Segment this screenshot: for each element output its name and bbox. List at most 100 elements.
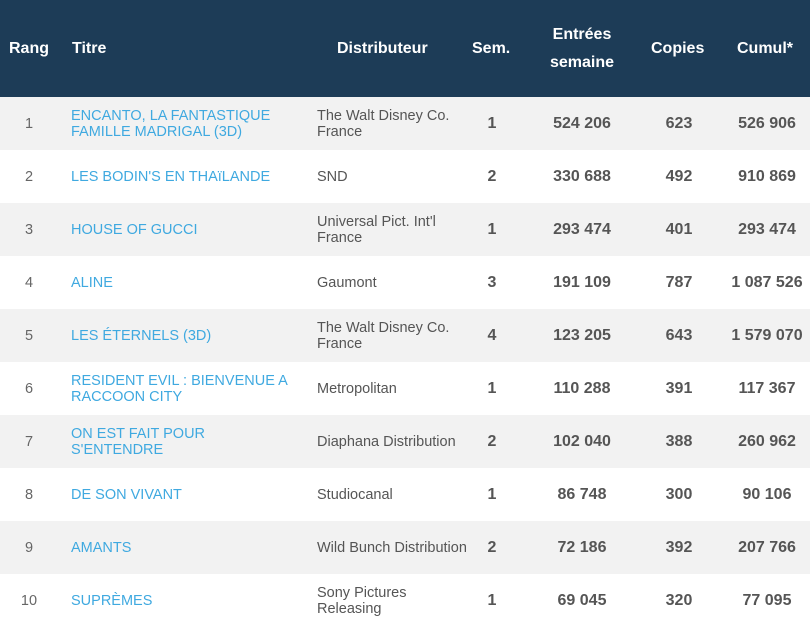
copies-cell: 643 [665, 326, 693, 344]
copies-cell: 401 [665, 220, 693, 238]
titre-text[interactable]: AMANTS [71, 539, 132, 556]
table-row: 5 LES ÉTERNELS (3D) The Walt Disney Co. … [0, 309, 810, 362]
cumul-cell: 260 962 [738, 432, 796, 450]
table-row: 8 DE SON VIVANT Studiocanal 1 86 748 300… [0, 468, 810, 521]
cumul-cell: 207 766 [738, 538, 796, 556]
rang-cell: 9 [24, 539, 34, 556]
titre-text[interactable]: SUPRÈMES [71, 592, 153, 609]
sem-cell: 3 [487, 273, 497, 291]
cumul-cell: 77 095 [742, 591, 792, 609]
sem-cell: 2 [487, 167, 497, 185]
titre-text[interactable]: LES ÉTERNELS (3D) [71, 327, 212, 344]
sem-cell: 1 [487, 379, 497, 397]
cumul-cell: 117 367 [738, 379, 796, 397]
titre-link[interactable]: HOUSE OF GUCCI [71, 203, 301, 256]
copies-cell: 623 [665, 114, 693, 132]
cumul-cell: 526 906 [738, 114, 796, 132]
sem-cell: 4 [487, 326, 497, 344]
distributeur-cell: Wild Bunch Distribution [317, 539, 467, 556]
copies-cell: 392 [665, 538, 693, 556]
table-row: 4 ALINE Gaumont 3 191 109 787 1 087 526 [0, 256, 810, 309]
copies-cell: 787 [665, 273, 693, 291]
copies-cell: 300 [665, 485, 693, 503]
table-row: 7 ON EST FAIT POUR S'ENTENDRE Diaphana D… [0, 415, 810, 468]
rang-cell: 4 [24, 274, 34, 291]
header-distributeur: Distributeur [337, 39, 428, 57]
entrees-cell: 293 474 [553, 220, 611, 238]
entrees-cell: 86 748 [557, 485, 607, 503]
cumul-cell: 910 869 [738, 167, 796, 185]
entrees-cell: 102 040 [553, 432, 611, 450]
sem-cell: 1 [487, 591, 497, 609]
distributeur-cell: Universal Pict. Int'l France [317, 213, 436, 246]
table-row: 3 HOUSE OF GUCCI Universal Pict. Int'l F… [0, 203, 810, 256]
rang-cell: 5 [24, 327, 34, 344]
header-copies: Copies [651, 39, 705, 57]
distributeur-cell: Sony Pictures Releasing [317, 584, 407, 617]
rang-cell: 7 [24, 433, 34, 450]
entrees-cell: 69 045 [557, 591, 607, 609]
header-entrees: Entrées semaine [549, 25, 615, 71]
table-row: 10 SUPRÈMES Sony Pictures Releasing 1 69… [0, 574, 810, 627]
copies-cell: 320 [665, 591, 693, 609]
distributeur-cell: Studiocanal [317, 486, 393, 503]
titre-text[interactable]: ON EST FAIT POUR S'ENTENDRE [71, 425, 206, 458]
titre-text[interactable]: ALINE [71, 274, 113, 291]
copies-cell: 492 [665, 167, 693, 185]
rang-cell: 1 [24, 115, 34, 132]
titre-link[interactable]: ALINE [71, 256, 301, 309]
table-header: Rang Titre Distributeur Sem. Entrées sem… [0, 0, 810, 97]
titre-text[interactable]: LES BODIN'S EN THAïLANDE [71, 168, 271, 185]
copies-cell: 391 [665, 379, 693, 397]
titre-text[interactable]: ENCANTO, LA FANTASTIQUE FAMILLE MADRIGAL… [71, 107, 271, 140]
sem-cell: 2 [487, 538, 497, 556]
rang-cell: 6 [24, 380, 34, 397]
header-sem: Sem. [472, 39, 511, 57]
titre-text[interactable]: DE SON VIVANT [71, 486, 182, 503]
rang-cell: 10 [20, 592, 38, 609]
distributeur-cell: The Walt Disney Co. France [317, 319, 450, 352]
header-rang: Rang [9, 39, 49, 57]
entrees-cell: 110 288 [553, 379, 611, 397]
entrees-cell: 330 688 [553, 167, 611, 185]
sem-cell: 1 [487, 220, 497, 238]
header-titre: Titre [72, 39, 107, 57]
titre-link[interactable]: DE SON VIVANT [71, 468, 301, 521]
table-row: 1 ENCANTO, LA FANTASTIQUE FAMILLE MADRIG… [0, 97, 810, 150]
titre-text[interactable]: HOUSE OF GUCCI [71, 221, 198, 238]
entrees-cell: 123 205 [553, 326, 611, 344]
table-row: 6 RESIDENT EVIL : BIENVENUE A RACCOON CI… [0, 362, 810, 415]
distributeur-cell: Diaphana Distribution [317, 433, 456, 450]
distributeur-cell: Gaumont [317, 274, 377, 291]
cumul-cell: 90 106 [742, 485, 792, 503]
sem-cell: 1 [487, 114, 497, 132]
cumul-cell: 1 087 526 [731, 273, 803, 291]
entrees-cell: 72 186 [557, 538, 607, 556]
titre-text[interactable]: RESIDENT EVIL : BIENVENUE A RACCOON CITY [71, 372, 287, 405]
rang-cell: 3 [24, 221, 34, 238]
copies-cell: 388 [665, 432, 693, 450]
titre-link[interactable]: ENCANTO, LA FANTASTIQUE FAMILLE MADRIGAL… [71, 97, 301, 150]
table-body: 1 ENCANTO, LA FANTASTIQUE FAMILLE MADRIG… [0, 97, 810, 627]
entrees-cell: 524 206 [553, 114, 611, 132]
titre-link[interactable]: ON EST FAIT POUR S'ENTENDRE [71, 415, 301, 468]
table-row: 2 LES BODIN'S EN THAïLANDE SND 2 330 688… [0, 150, 810, 203]
titre-link[interactable]: AMANTS [71, 521, 301, 574]
distributeur-cell: Metropolitan [317, 380, 397, 397]
sem-cell: 1 [487, 485, 497, 503]
titre-link[interactable]: LES ÉTERNELS (3D) [71, 309, 301, 362]
sem-cell: 2 [487, 432, 497, 450]
distributeur-cell: The Walt Disney Co. France [317, 107, 450, 140]
rang-cell: 8 [24, 486, 34, 503]
titre-link[interactable]: SUPRÈMES [71, 574, 301, 627]
header-cumul: Cumul* [737, 39, 793, 57]
table-row: 9 AMANTS Wild Bunch Distribution 2 72 18… [0, 521, 810, 574]
rang-cell: 2 [24, 168, 34, 185]
titre-link[interactable]: RESIDENT EVIL : BIENVENUE A RACCOON CITY [71, 362, 301, 415]
entrees-cell: 191 109 [553, 273, 611, 291]
cumul-cell: 293 474 [738, 220, 796, 238]
distributeur-cell: SND [317, 168, 348, 185]
titre-link[interactable]: LES BODIN'S EN THAïLANDE [71, 150, 301, 203]
cumul-cell: 1 579 070 [731, 326, 803, 344]
